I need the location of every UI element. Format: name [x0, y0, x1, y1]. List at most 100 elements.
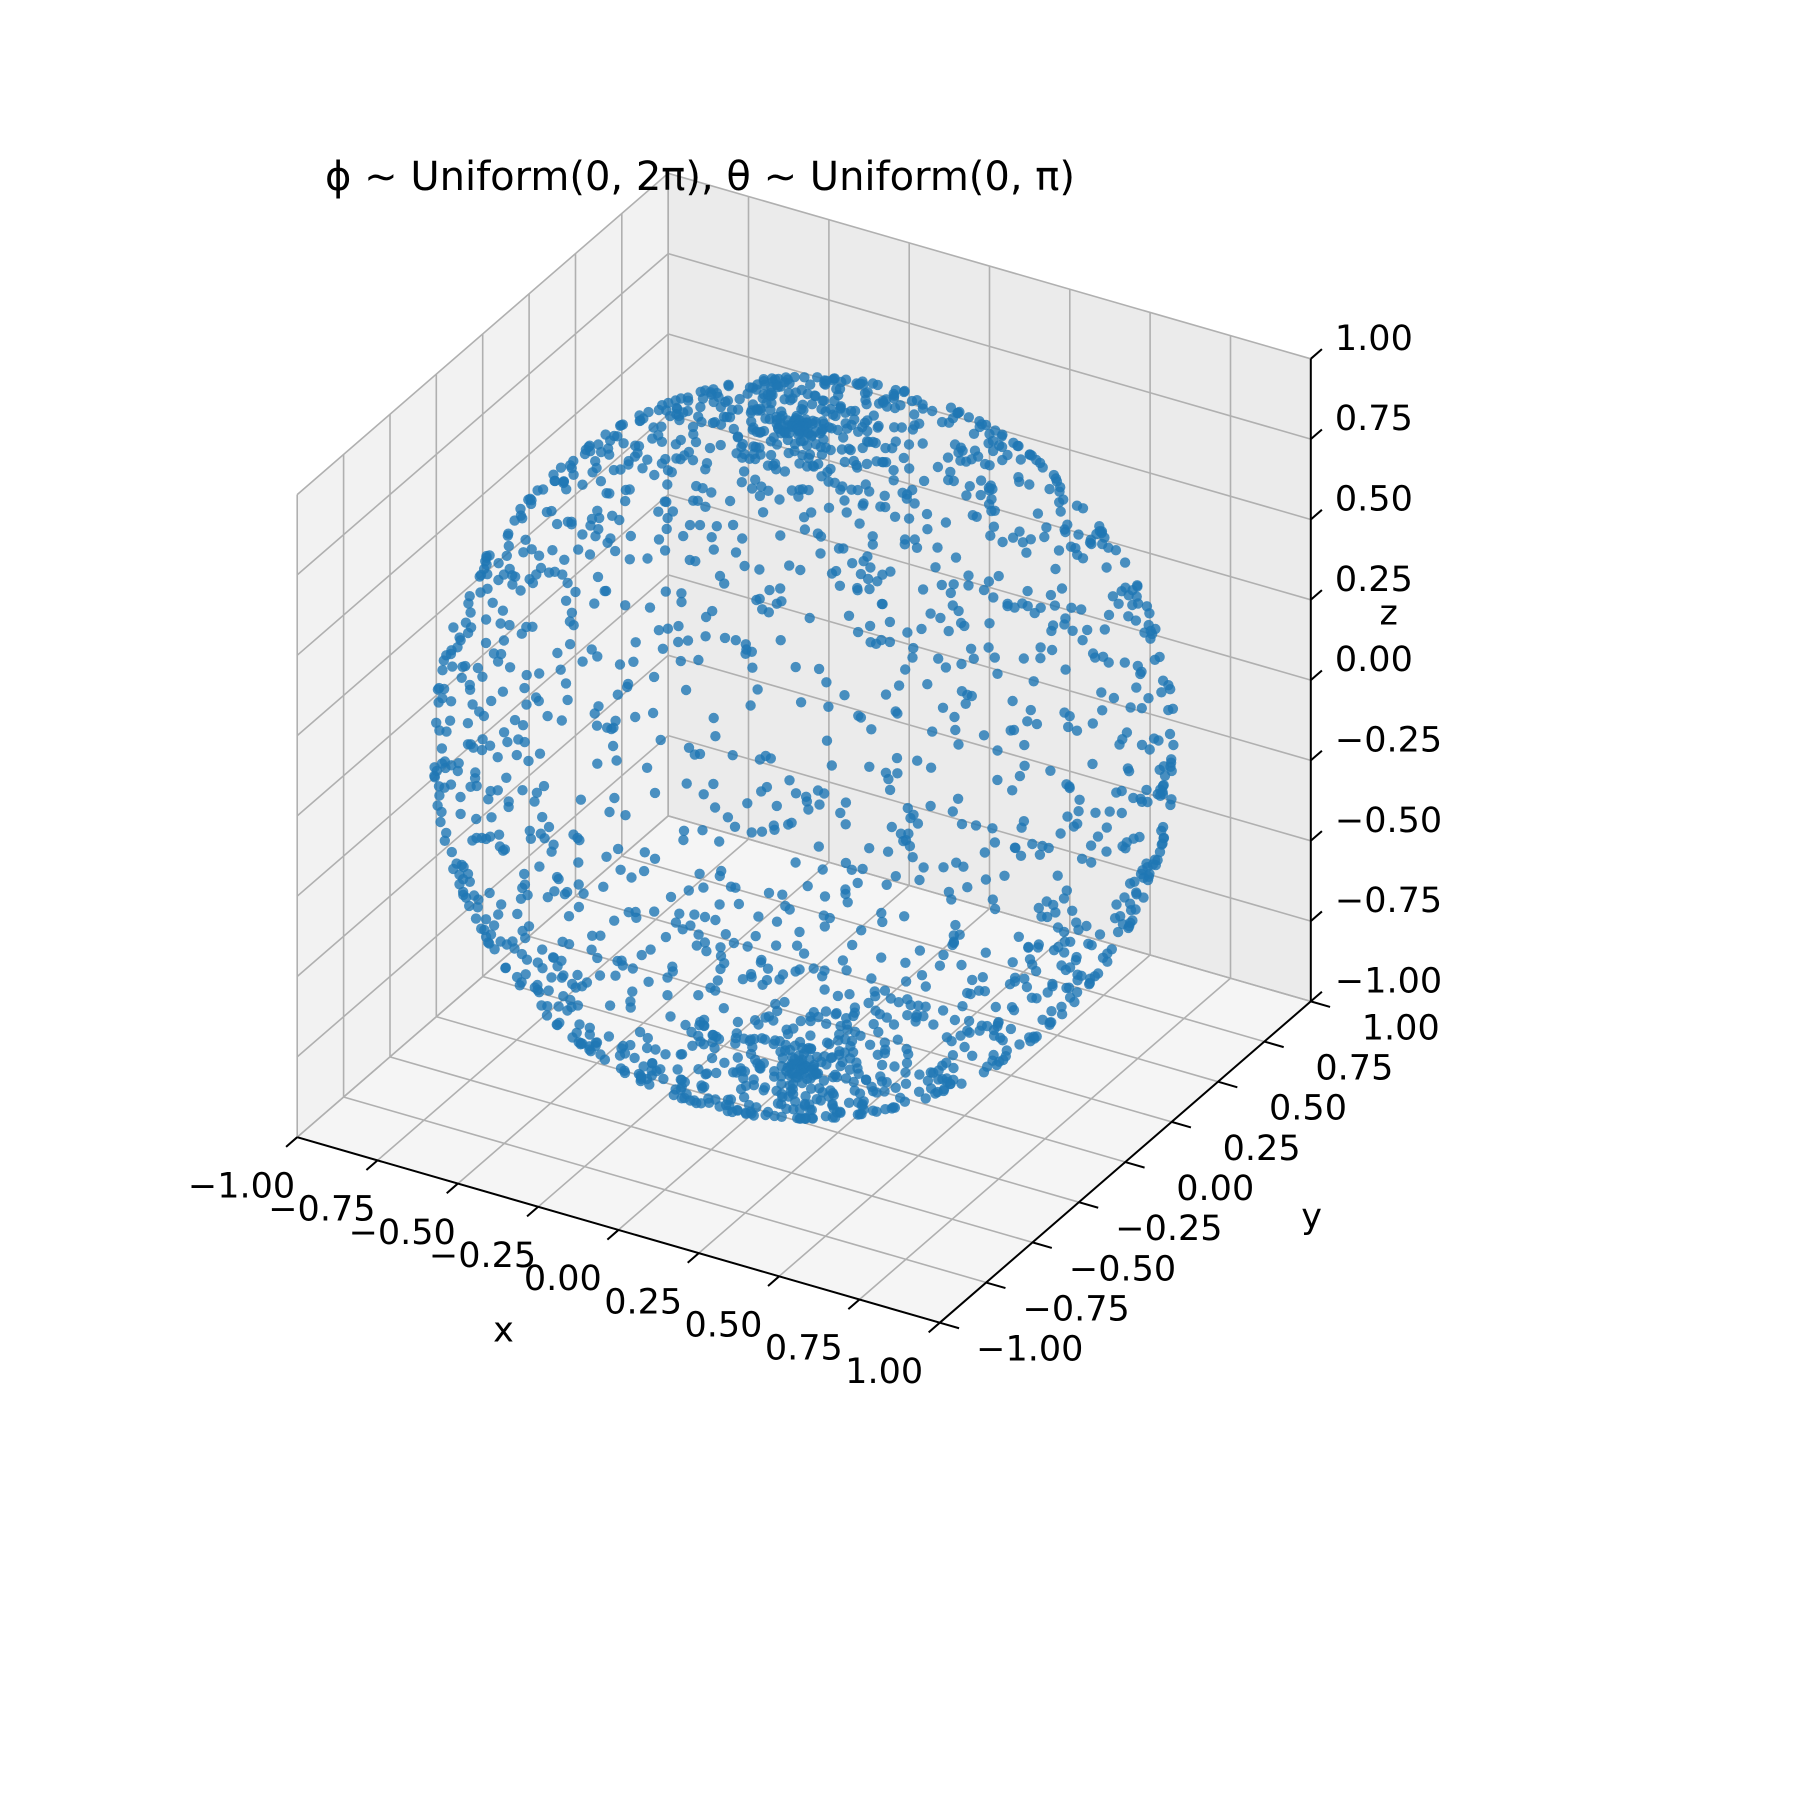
scatter-point [431, 717, 442, 728]
scatter-point [769, 824, 780, 835]
scatter-point [484, 887, 495, 899]
scatter-point [964, 481, 975, 492]
scatter-point [992, 1018, 1004, 1029]
scatter-point [676, 1074, 687, 1086]
scatter-point [517, 882, 528, 894]
scatter-point [647, 707, 659, 719]
scatter-point [715, 439, 726, 451]
y-gridline [481, 334, 1126, 1163]
scatter-point [815, 1095, 826, 1106]
scatter-point [881, 401, 893, 412]
x-tick-label: 0.25 [604, 1282, 682, 1322]
scatter-point [655, 734, 666, 746]
scatter-point [562, 1005, 573, 1016]
scatter-point [858, 379, 869, 390]
scatter-point [852, 877, 863, 889]
axes-lines [285, 348, 1331, 1334]
scatter-point [879, 985, 891, 996]
scatter-points [429, 371, 1179, 1125]
scatter-point [804, 612, 815, 624]
scatter-point [498, 569, 510, 580]
scatter-point [641, 762, 653, 773]
scatter-point [826, 760, 837, 771]
scatter-point [898, 386, 910, 398]
y-gridline [342, 454, 987, 1284]
scatter-point [615, 420, 626, 431]
scatter-point [866, 973, 877, 984]
scatter-point [891, 752, 903, 764]
scatter-point [1123, 766, 1135, 777]
scatter-point [587, 467, 598, 478]
scatter-point [1030, 965, 1042, 977]
scatter-point [542, 892, 553, 903]
scatter-point [970, 820, 982, 831]
scatter-point [937, 1005, 949, 1016]
scatter-point [867, 539, 878, 550]
scatter-point [986, 505, 997, 517]
scatter-point [601, 851, 612, 862]
scatter-point [1015, 850, 1027, 861]
scatter-point [673, 636, 684, 648]
scatter-point [681, 778, 692, 789]
scatter-point [876, 907, 887, 919]
scatter-point [487, 597, 498, 608]
z-tick-mark [1310, 428, 1323, 440]
x-tick-mark [687, 1252, 700, 1264]
scatter-point [696, 416, 707, 428]
scatter-point [902, 627, 913, 638]
scatter-point [940, 517, 952, 528]
scatter-point [758, 1085, 769, 1096]
scatter-point [680, 684, 692, 696]
scatter-point [649, 787, 661, 799]
scatter-point [795, 1015, 806, 1027]
scatter-point [642, 553, 653, 564]
scatter-point [872, 422, 883, 433]
scatter-point [1157, 821, 1169, 833]
scatter-point [955, 1030, 966, 1041]
scatter-point [975, 489, 986, 501]
scatter-point [880, 689, 892, 700]
x-tick-label: −1.00 [188, 1166, 295, 1206]
scatter-point [1055, 506, 1066, 517]
y-tick-label: 0.50 [1269, 1089, 1347, 1129]
scatter-point [674, 908, 685, 919]
scatter-point [960, 698, 971, 709]
scatter-point [899, 534, 911, 545]
scatter-point [734, 393, 745, 405]
scatter-point [953, 739, 964, 750]
scatter-point [753, 911, 764, 922]
y-tick-mark [1078, 1201, 1099, 1209]
scatter-point [756, 826, 768, 837]
scatter-point [719, 578, 730, 589]
scatter-point [1063, 721, 1074, 733]
scatter-point [653, 625, 665, 636]
scatter-point [876, 1059, 888, 1071]
scatter-point [1055, 828, 1066, 839]
scatter-point [1032, 508, 1044, 519]
scatter-point [953, 447, 964, 458]
scatter-point [1159, 770, 1171, 781]
scatter-point [1035, 653, 1046, 664]
scatter-point [1119, 657, 1131, 668]
z-tick-label: −0.50 [1335, 801, 1442, 841]
scatter-point [987, 894, 998, 905]
scatter-point [566, 519, 577, 530]
scatter-point [653, 506, 664, 517]
scatter-point [937, 702, 949, 713]
scatter-point [455, 808, 466, 820]
scatter-point [715, 942, 726, 953]
scatter-point [432, 800, 443, 811]
z-tick-label: 0.75 [1335, 399, 1413, 439]
scatter-point [932, 542, 943, 553]
scatter-point [568, 829, 579, 840]
y-tick-mark [985, 1281, 1006, 1290]
scatter-point [599, 585, 610, 597]
scatter-point [1044, 1019, 1055, 1030]
scatter-point [854, 518, 865, 529]
scatter-point [784, 904, 795, 915]
scatter-point [692, 495, 703, 506]
scatter-point [1066, 602, 1077, 613]
scatter-point [484, 740, 496, 751]
scatter-point [1050, 563, 1061, 575]
scatter-point [880, 442, 891, 454]
